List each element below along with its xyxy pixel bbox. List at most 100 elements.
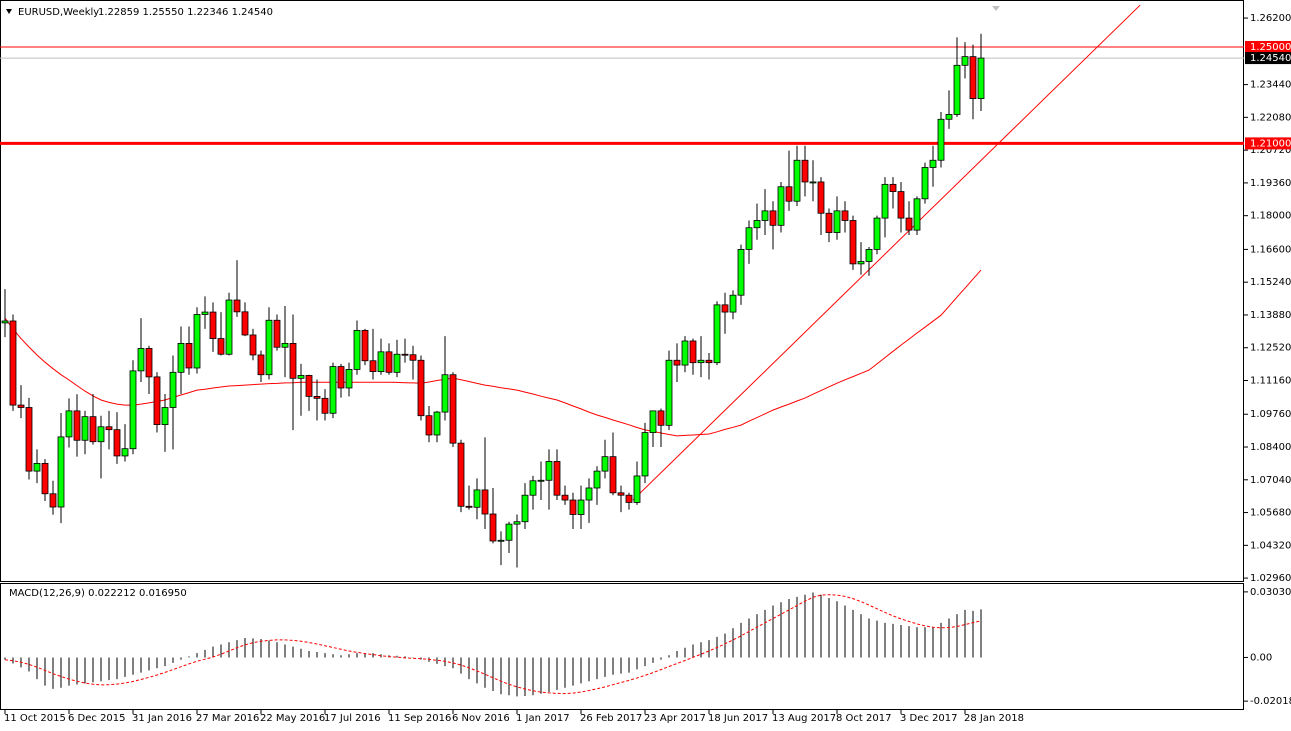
candle-body xyxy=(945,114,953,120)
candle-body xyxy=(857,261,865,265)
candle-body xyxy=(337,366,345,389)
candle-body xyxy=(521,494,529,523)
candle-body xyxy=(777,186,785,226)
candle-body xyxy=(665,359,673,426)
candle-body xyxy=(545,461,553,481)
candle-body xyxy=(9,320,17,406)
y-tick-label: 1.15240 xyxy=(1250,277,1291,288)
candle-body xyxy=(121,448,129,457)
candle-body xyxy=(953,64,961,115)
macd-panel-frame xyxy=(0,583,1244,710)
candle-body xyxy=(241,311,249,336)
candle-body xyxy=(217,338,225,355)
candle-body xyxy=(41,463,49,495)
candle-body xyxy=(529,480,537,496)
y-tick-label: -0.020187 xyxy=(1250,696,1291,707)
candle-body xyxy=(465,505,473,508)
candle-body xyxy=(353,329,361,370)
candle-body xyxy=(689,340,697,364)
candle-body xyxy=(489,513,497,542)
candle-body xyxy=(377,351,385,372)
x-tick-label: 1 Jan 2017 xyxy=(516,713,570,724)
ohlc-text: 1.22859 1.25550 1.22346 1.24540 xyxy=(98,7,273,18)
menu-triangle[interactable] xyxy=(6,9,12,14)
candle-body xyxy=(705,359,713,364)
candle-body xyxy=(729,294,737,313)
candle-body xyxy=(153,376,161,426)
x-tick-label: 8 Oct 2017 xyxy=(836,713,891,724)
candle-body xyxy=(233,299,241,313)
x-tick-label: 6 Dec 2015 xyxy=(68,713,126,724)
candle-body xyxy=(625,494,633,503)
candle-body xyxy=(169,371,177,408)
candle-body xyxy=(937,118,945,161)
candle-body xyxy=(433,411,441,436)
x-tick-label: 13 Aug 2017 xyxy=(772,713,836,724)
candle-body xyxy=(913,198,921,231)
y-tick-label: 1.20720 xyxy=(1250,145,1291,156)
x-tick-label: 11 Oct 2015 xyxy=(4,713,66,724)
candle-body xyxy=(593,470,601,489)
candle-body xyxy=(841,210,849,221)
candle-body xyxy=(865,249,873,262)
candle-body xyxy=(505,523,513,541)
signal-line xyxy=(4,594,982,695)
candle-body xyxy=(809,181,817,184)
candle-body xyxy=(569,499,577,515)
x-tick-label: 18 Jun 2017 xyxy=(708,713,768,724)
candle-body xyxy=(929,159,937,168)
candle-body xyxy=(481,489,489,515)
candle-body xyxy=(721,304,729,313)
candle-body xyxy=(281,342,289,348)
candle-body xyxy=(185,342,193,369)
candle-body xyxy=(649,410,657,433)
x-tick-label: 11 Sep 2016 xyxy=(388,713,451,724)
candle-body xyxy=(633,475,641,503)
level-label-box xyxy=(1245,40,1291,53)
candle-body xyxy=(321,397,329,414)
y-tick-label: 0.00 xyxy=(1250,652,1272,663)
candle-body xyxy=(73,410,81,441)
y-tick-label: 1.16600 xyxy=(1250,244,1291,255)
candle-body xyxy=(585,487,593,501)
candle-body xyxy=(313,396,321,399)
x-tick-label: 22 May 2016 xyxy=(260,713,325,724)
candle-body xyxy=(145,348,153,378)
candle-body xyxy=(577,499,585,515)
candle-body xyxy=(225,299,233,355)
y-tick-label: 1.18000 xyxy=(1250,211,1291,222)
candle-body xyxy=(681,340,689,366)
shift-marker[interactable] xyxy=(992,6,1000,11)
x-tick-label: 26 Feb 2017 xyxy=(580,713,642,724)
candle-body xyxy=(497,539,505,542)
y-tick-label: 1.13880 xyxy=(1250,310,1291,321)
y-tick-label: 1.08400 xyxy=(1250,442,1291,453)
candle-body xyxy=(361,329,369,362)
y-tick-label: 1.05680 xyxy=(1250,508,1291,519)
candle-body xyxy=(193,314,201,369)
candle-body xyxy=(609,456,617,494)
y-tick-label: 1.09760 xyxy=(1250,409,1291,420)
candle-body xyxy=(553,461,561,496)
candle-body xyxy=(561,494,569,501)
x-tick-label: 23 Apr 2017 xyxy=(644,713,706,724)
y-tick-label: 1.19360 xyxy=(1250,178,1291,189)
level-label-box xyxy=(1245,137,1291,150)
x-tick-label: 31 Jan 2016 xyxy=(132,713,192,724)
candle-body xyxy=(601,456,609,472)
candle-body xyxy=(393,353,401,373)
candle-body xyxy=(417,359,425,417)
candle-body xyxy=(897,191,905,219)
macd-title: MACD(12,26,9) 0.022212 0.016950 xyxy=(9,588,187,599)
candle-body xyxy=(137,348,145,372)
candle-body xyxy=(753,220,761,229)
candle-body xyxy=(33,463,41,472)
candle-body xyxy=(833,210,841,233)
candle-body xyxy=(921,167,929,200)
candle-body xyxy=(793,159,801,202)
current-price-label: 1.24540 xyxy=(1250,53,1291,64)
candle-body xyxy=(441,374,449,413)
candle-body xyxy=(697,359,705,364)
chart-title: EURUSD,Weekly xyxy=(18,7,99,18)
